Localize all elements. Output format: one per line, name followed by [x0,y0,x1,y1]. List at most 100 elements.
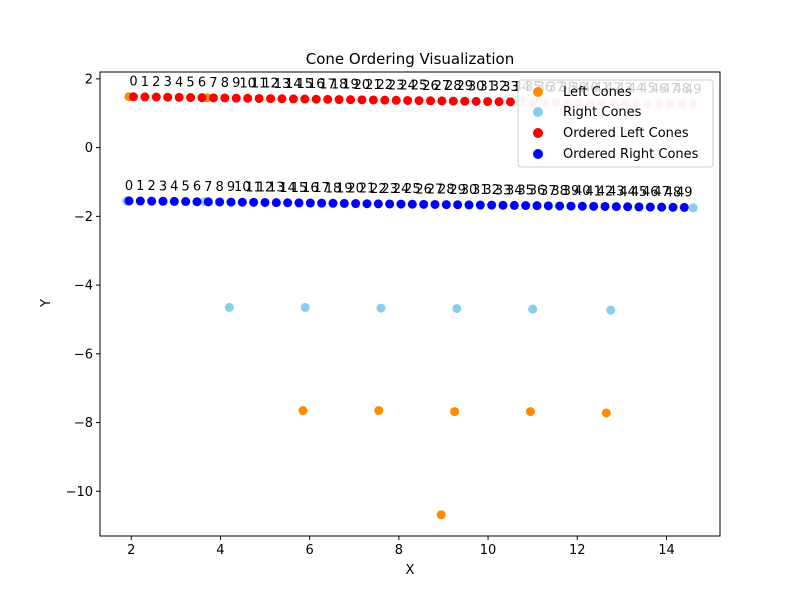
ordered-right-cone-point [169,196,179,206]
right-cone-point [606,305,616,315]
ordered-right-cone-index-label: 5 [182,180,190,195]
ordered-left-cone-point [357,95,367,105]
ordered-right-cone-point [407,199,417,209]
ordered-left-cone-index-label: 10 [239,76,256,91]
ordered-left-cone-index-label: 29 [456,79,473,94]
ordered-right-cone-index-label: 3 [159,179,167,194]
ordered-right-cone-index-label: 32 [483,183,500,198]
ordered-left-cone-point [368,95,378,105]
ordered-left-cone-point [277,94,287,104]
ordered-left-cone-point [197,93,207,103]
ordered-left-cone-point [288,94,298,104]
ordered-right-cone-index-label: 45 [631,185,648,200]
ordered-left-cone-point [243,93,253,103]
ordered-right-cone-point [475,200,485,210]
ordered-right-cone-index-label: 0 [125,179,133,194]
ordered-left-cone-point [220,93,230,103]
y-tick-label: −10 [66,485,93,500]
ordered-left-cone-index-label: 28 [445,79,462,94]
ordered-right-cone-point [566,201,576,211]
ordered-left-cone-point [254,93,264,103]
y-axis-label: Y [39,299,54,308]
ordered-right-cone-index-label: 8 [216,180,224,195]
ordered-left-cone-point [128,92,138,102]
ordered-left-cone-index-label: 17 [319,77,336,92]
ordered-right-cone-index-label: 28 [438,183,455,198]
ordered-right-cone-point [147,196,157,206]
ordered-left-cone-index-label: 30 [468,79,485,94]
ordered-left-cone-point [483,97,493,107]
ordered-left-cone-index-label: 13 [274,77,291,92]
ordered-right-cone-point [577,201,587,211]
ordered-right-cone-index-label: 27 [427,182,444,197]
ordered-right-cone-index-label: 24 [393,182,410,197]
right-cone-point [452,303,462,313]
ordered-right-cone-index-label: 36 [529,184,546,199]
ordered-right-cone-point [192,197,202,207]
legend-marker-ordered-left-cones [533,128,543,138]
ordered-right-cone-index-label: 26 [415,182,432,197]
ordered-right-cone-point [623,202,633,212]
ordered-right-cone-index-label: 29 [449,183,466,198]
ordered-right-cone-index-label: 33 [495,183,512,198]
legend-marker-left-cones [533,87,543,97]
ordered-left-cone-index-label: 20 [354,78,371,93]
ordered-right-cone-point [657,202,667,212]
ordered-left-cone-index-label: 4 [175,75,183,90]
ordered-left-cone-point [460,96,470,106]
ordered-left-cone-index-label: 14 [285,77,302,92]
ordered-left-cone-point [311,94,321,104]
ordered-right-cone-index-label: 34 [506,183,523,198]
ordered-right-cone-index-label: 47 [653,185,670,200]
ordered-right-cone-point [158,196,168,206]
plot-frame [99,71,721,537]
ordered-right-cone-index-label: 44 [619,185,636,200]
ordered-right-cone-point [215,197,225,207]
x-axis-label: X [406,563,415,578]
right-cone-point [300,302,310,312]
ordered-right-cone-point [181,197,191,207]
ordered-right-cone-point [634,202,644,212]
legend: Left Cones Right Cones Ordered Left Cone… [517,79,714,168]
right-cone-point [528,304,538,314]
ordered-left-cone-index-label: 8 [221,76,229,91]
ordered-left-cone-index-label: 19 [342,78,359,93]
ordered-right-cone-point [203,197,213,207]
left-cone-point [601,408,611,418]
ordered-right-cone-index-label: 41 [585,184,602,199]
y-axis-ticks: 2 0 −2 −4 −6 −8 −10 [66,72,100,500]
ordered-right-cone-index-label: 42 [597,184,614,199]
legend-label-ordered-left-cones: Ordered Left Cones [563,126,689,141]
ordered-right-cone-point [441,200,451,210]
y-tick-label: −4 [74,279,93,294]
ordered-left-cone-index-label: 16 [308,77,325,92]
ordered-left-cone-point [231,93,241,103]
x-tick-label: 8 [395,543,403,558]
ordered-left-cone-index-label: 2 [152,75,160,90]
ordered-right-cone-point [555,201,565,211]
ordered-left-cone-point [414,96,424,106]
ordered-right-cone-point [260,197,270,207]
ordered-left-cone-index-label: 18 [331,78,348,93]
ordered-right-cone-index-label: 40 [574,184,591,199]
ordered-right-cone-index-label: 25 [404,182,421,197]
ordered-right-cone-point [135,196,145,206]
ordered-right-cone-point [645,202,655,212]
ordered-left-cone-point [140,92,150,102]
ordered-right-cone-index-label: 9 [227,180,235,195]
ordered-left-cone-index-label: 3 [164,75,172,90]
ordered-right-cone-index-label: 4 [170,179,178,194]
legend-label-right-cones: Right Cones [563,105,642,120]
ordered-right-cone-index-label: 21 [359,182,376,197]
ordered-left-cone-point [300,94,310,104]
ordered-left-cone-index-label: 32 [491,80,508,95]
legend-marker-ordered-right-cones [533,149,543,159]
y-tick-label: 2 [85,72,93,87]
ordered-left-cone-index-label: 12 [262,77,279,92]
ordered-right-cone-point [453,200,463,210]
ordered-right-cone-point [487,200,497,210]
legend-box [517,79,714,168]
ordered-left-cone-point [174,92,184,102]
ordered-left-cone-index-label: 11 [251,76,268,91]
ordered-right-cone-index-label: 30 [461,183,478,198]
